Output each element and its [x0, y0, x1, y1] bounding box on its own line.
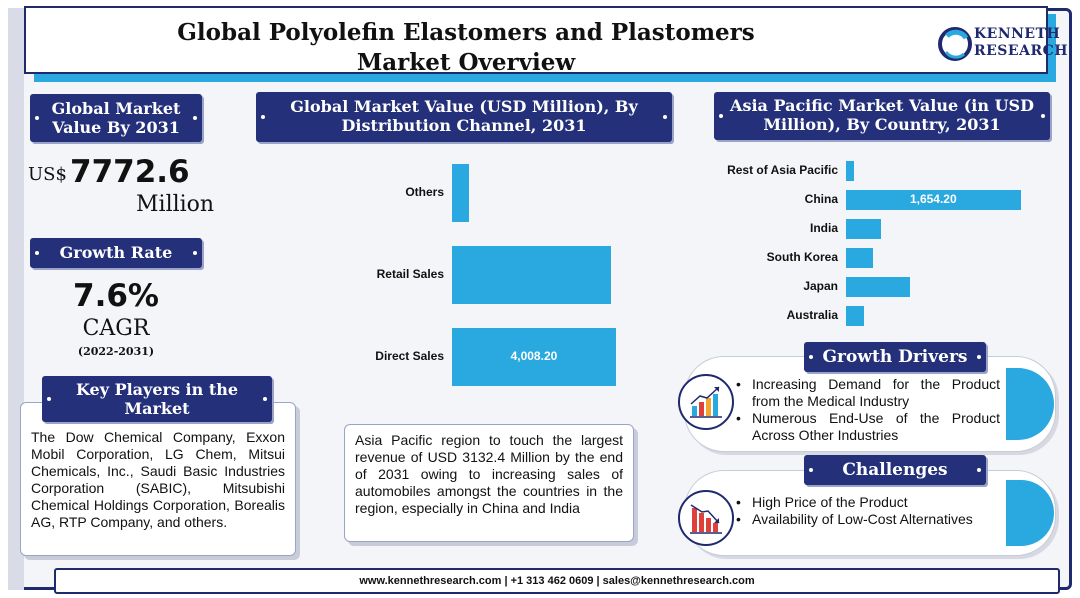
logo-line-2: RESEARCH — [974, 43, 1068, 59]
apac-note-box: Asia Pacific region to touch the largest… — [344, 424, 634, 542]
growth-drivers-icon-circle — [678, 374, 734, 430]
distribution-chart-header-line-1: Global Market Value (USD Million), By — [290, 97, 638, 116]
key-players-header: Key Players in the Market — [42, 376, 272, 422]
bar-data-label: 4,008.20 — [510, 349, 558, 363]
logo-wordmark: KENNETH RESEARCH — [974, 26, 1068, 60]
market-value-header-line-2: Value By 2031 — [52, 118, 180, 137]
challenges-header-label: Challenges — [842, 460, 948, 480]
category-label: Australia — [786, 308, 838, 322]
bar — [452, 246, 612, 304]
category-label: South Korea — [766, 250, 838, 264]
title-banner: Global Polyolefin Elastomers and Plastom… — [24, 6, 1067, 76]
growth-drivers-header: Growth Drivers — [804, 342, 986, 372]
key-players-box: The Dow Chemical Company, Exxon Mobil Co… — [20, 402, 296, 556]
page-title: Global Polyolefin Elastomers and Plastom… — [106, 18, 826, 78]
bar — [846, 277, 911, 297]
category-label: Retail Sales — [376, 267, 444, 281]
growth-driver-item: Numerous End-Use of the Product Across O… — [734, 410, 1000, 444]
category-label: Others — [405, 185, 444, 199]
logo-line-1: KENNETH — [974, 26, 1061, 42]
bar — [846, 190, 1021, 210]
market-value-number: 7772.6 — [70, 154, 190, 190]
bar — [846, 306, 864, 326]
distribution-chart-header-line-2: Distribution Channel, 2031 — [341, 116, 587, 135]
market-value-header: Global Market Value By 2031 — [30, 94, 202, 142]
bar — [846, 219, 881, 239]
key-players-header-line-2: Market — [124, 399, 190, 418]
key-players-header-line-1: Key Players in the — [75, 380, 239, 399]
bar — [452, 164, 470, 222]
category-label: China — [804, 192, 838, 206]
market-value-header-line-1: Global Market — [51, 99, 181, 118]
challenge-item: High Price of the Product — [734, 494, 1000, 511]
growth-rate-header: Growth Rate — [30, 238, 202, 268]
title-line-1: Global Polyolefin Elastomers and Plastom… — [177, 19, 755, 46]
kenneth-research-logo-icon — [938, 27, 972, 61]
category-label: India — [809, 221, 838, 235]
growth-driver-item: Increasing Demand for the Product from t… — [734, 376, 1000, 410]
growth-rate-header-label: Growth Rate — [59, 243, 173, 262]
growth-drivers-list: Increasing Demand for the Product from t… — [734, 376, 1000, 444]
key-players-text: The Dow Chemical Company, Exxon Mobil Co… — [31, 429, 285, 530]
challenges-header: Challenges — [804, 455, 986, 485]
rising-bar-chart-icon — [690, 386, 722, 418]
growth-drivers-header-label: Growth Drivers — [822, 347, 968, 367]
cagr-value: 7.6% — [73, 278, 159, 314]
falling-bar-chart-icon — [690, 504, 722, 534]
apac-country-bar-chart: Rest of Asia Pacific China 1,654.20 India So… — [700, 158, 1070, 334]
apac-chart-header: Asia Pacific Market Value (in USD Millio… — [714, 92, 1050, 140]
category-label: Rest of Asia Pacific — [727, 163, 838, 177]
apac-chart-header-line-1: Asia Pacific Market Value (in USD — [730, 96, 1034, 115]
bar — [846, 248, 874, 268]
challenges-icon-circle — [678, 490, 734, 546]
bar-data-label: 1,654.20 — [909, 192, 957, 206]
market-value-unit: Million — [136, 192, 215, 217]
currency-prefix: US$ — [28, 164, 67, 185]
cagr-period: (2022-2031) — [77, 345, 155, 358]
apac-chart-header-line-2: Million), By Country, 2031 — [763, 115, 1001, 134]
challenge-item: Availability of Low-Cost Alternatives — [734, 511, 1000, 528]
title-line-2: Market Overview — [356, 49, 576, 76]
bar — [846, 161, 855, 181]
cagr-label: CAGR — [82, 316, 150, 341]
apac-note-text: Asia Pacific region to touch the largest… — [355, 432, 623, 516]
category-label: Direct Sales — [375, 349, 444, 363]
challenges-list: High Price of the Product Availability o… — [734, 494, 1000, 528]
distribution-chart-header: Global Market Value (USD Million), By Di… — [256, 92, 672, 142]
bar — [452, 328, 616, 386]
distribution-bar-chart: Others Retail Sales Direct Sales 4,008.20 — [300, 150, 680, 390]
company-logo: KENNETH RESEARCH — [938, 22, 1068, 66]
footer-contact-text: www.kennethresearch.com | +1 313 462 060… — [359, 575, 755, 587]
footer-contact-bar: www.kennethresearch.com | +1 313 462 060… — [54, 568, 1060, 594]
category-label: Japan — [803, 279, 838, 293]
